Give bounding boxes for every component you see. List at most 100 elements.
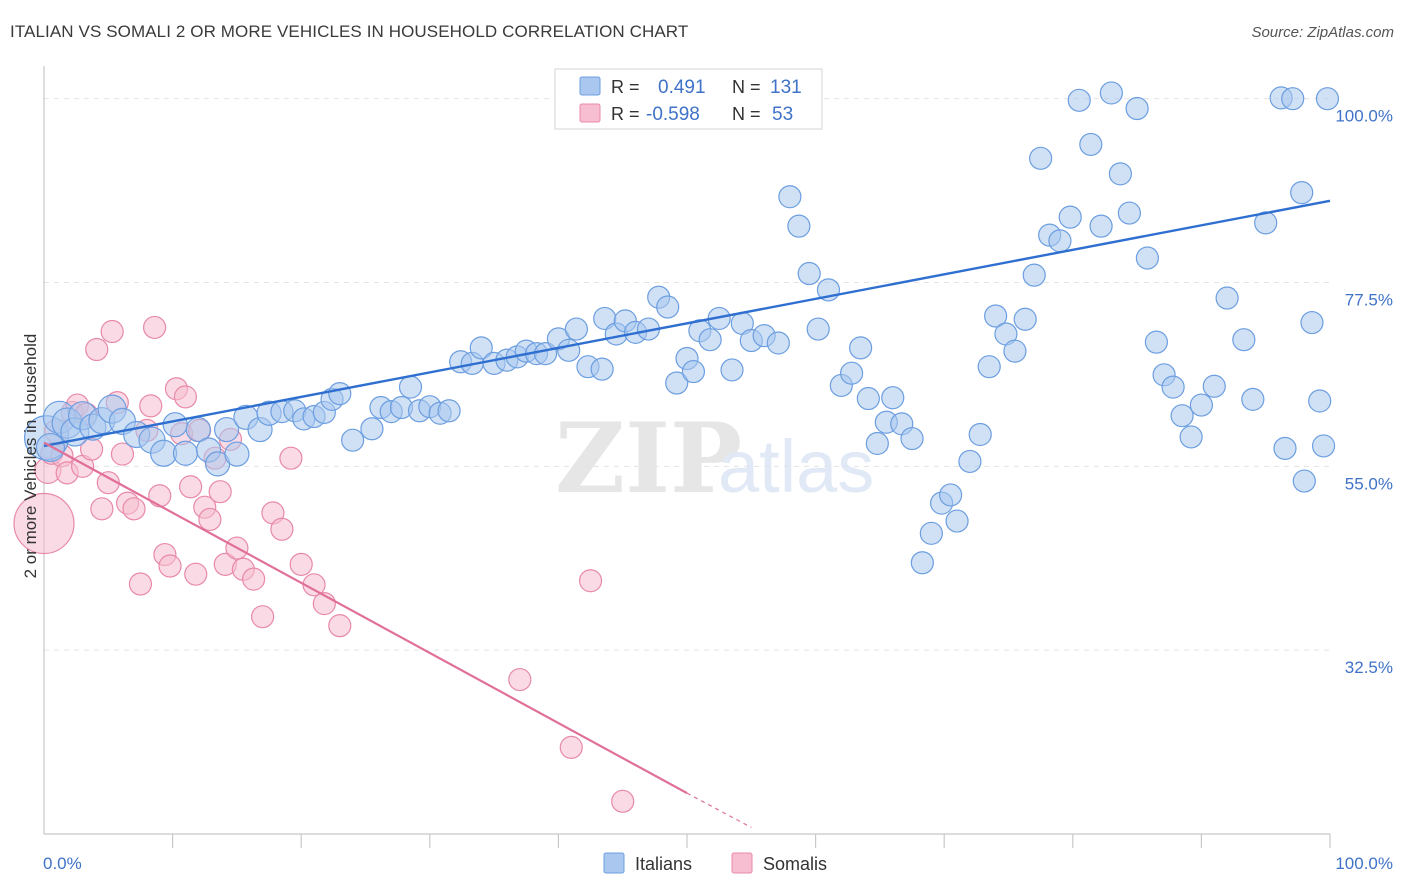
italian-point	[881, 386, 905, 410]
somali-point	[184, 562, 208, 586]
somalis-trendline	[43, 441, 688, 795]
somali-point	[85, 337, 109, 362]
italian-point	[328, 382, 352, 406]
italian-point	[398, 375, 423, 399]
watermark-atlas: atlas	[718, 425, 874, 508]
somalis-points	[13, 315, 635, 813]
italian-point	[797, 261, 821, 286]
stats-legend: R = 0.491 N = 131 R = -0.598 N = 53	[554, 68, 823, 130]
italian-point	[35, 432, 66, 463]
italian-point	[1179, 425, 1203, 449]
somali-point	[100, 319, 124, 344]
italian-point	[1003, 339, 1027, 363]
somalis-n-label: N =	[732, 104, 761, 124]
somali-point	[242, 567, 266, 591]
somali-point	[289, 552, 313, 576]
somali-point	[208, 480, 232, 504]
italians-r-label: R =	[611, 77, 640, 97]
trendlines	[43, 199, 1331, 828]
italian-point	[149, 439, 178, 467]
italian-point	[1232, 328, 1256, 352]
somali-point	[279, 446, 303, 470]
chart-title: ITALIAN VS SOMALI 2 OR MORE VEHICLES IN …	[10, 22, 689, 41]
italian-point	[910, 551, 934, 575]
italian-point	[1292, 469, 1316, 493]
italian-point	[1048, 229, 1072, 253]
somali-point	[251, 605, 275, 629]
y-tick-label: 55.0%	[1345, 474, 1393, 493]
italian-point	[919, 521, 943, 545]
y-tick-label: 77.5%	[1345, 291, 1393, 310]
italian-point	[557, 338, 581, 362]
italian-point	[945, 509, 969, 533]
italian-point	[214, 416, 240, 443]
italian-point	[958, 449, 982, 474]
italian-point	[1108, 162, 1132, 186]
italian-point	[224, 441, 250, 467]
italian-point	[1058, 205, 1082, 229]
italian-point	[469, 336, 493, 360]
italian-point	[849, 336, 873, 360]
x-ticks	[172, 834, 1331, 848]
y-tick-labels: 100.0% 77.5% 55.0% 32.5%	[1335, 107, 1393, 677]
somali-point	[13, 492, 75, 555]
somali-point	[198, 507, 222, 532]
italian-point	[1241, 387, 1265, 411]
somali-point	[578, 569, 603, 593]
somalis-r-label: R =	[611, 104, 640, 124]
italian-point	[840, 361, 864, 385]
italian-point	[665, 371, 689, 395]
somali-point	[122, 497, 146, 521]
italian-point	[806, 317, 830, 341]
italian-point	[1117, 201, 1141, 225]
italian-point	[590, 357, 614, 381]
italian-point	[939, 483, 963, 507]
y-axis-label: 2 or more Vehicles in Household	[21, 334, 40, 579]
italian-point	[1202, 374, 1226, 398]
italian-point	[172, 440, 199, 466]
italian-point	[1189, 393, 1214, 417]
italian-point	[856, 386, 880, 411]
italians-swatch	[579, 76, 601, 96]
italian-point	[766, 331, 790, 355]
italian-point	[341, 428, 365, 452]
somali-point	[110, 442, 135, 466]
italian-point	[698, 328, 722, 352]
italian-point	[1308, 389, 1332, 413]
italian-point	[1135, 246, 1159, 270]
italian-point	[1311, 434, 1336, 458]
italian-point	[865, 431, 889, 456]
series-legend: Italians Somalis	[603, 852, 827, 874]
italian-point	[1273, 436, 1297, 460]
somali-point	[173, 385, 198, 409]
italian-point	[977, 355, 1001, 379]
somali-point	[611, 789, 635, 813]
somali-point	[148, 484, 172, 508]
somali-point	[328, 614, 352, 638]
somali-point	[179, 475, 203, 499]
italian-point	[437, 399, 461, 423]
italian-point	[1161, 375, 1185, 399]
italian-point	[968, 422, 992, 447]
italian-point	[1089, 214, 1113, 238]
somali-point	[142, 315, 167, 340]
somalis-trendline-extension	[686, 792, 752, 828]
watermark-zip: ZIP	[555, 402, 742, 515]
y-tick-label: 32.5%	[1345, 658, 1393, 677]
italian-point	[1013, 307, 1037, 331]
y-tick-label: 100.0%	[1335, 107, 1393, 126]
italian-point	[1125, 96, 1149, 121]
somali-point	[559, 735, 583, 759]
x-tick-label-right: 100.0%	[1335, 854, 1393, 873]
italian-point	[681, 359, 706, 384]
somalis-r-value: -0.598	[646, 104, 700, 125]
italians-n-label: N =	[732, 77, 761, 97]
italian-point	[1067, 88, 1091, 112]
italian-point	[1099, 81, 1123, 105]
legend-somalis-swatch	[731, 852, 753, 874]
italian-point	[162, 412, 188, 438]
somali-point	[139, 394, 163, 418]
x-tick-label-left: 0.0%	[43, 854, 82, 873]
italians-n-value: 131	[770, 77, 802, 98]
